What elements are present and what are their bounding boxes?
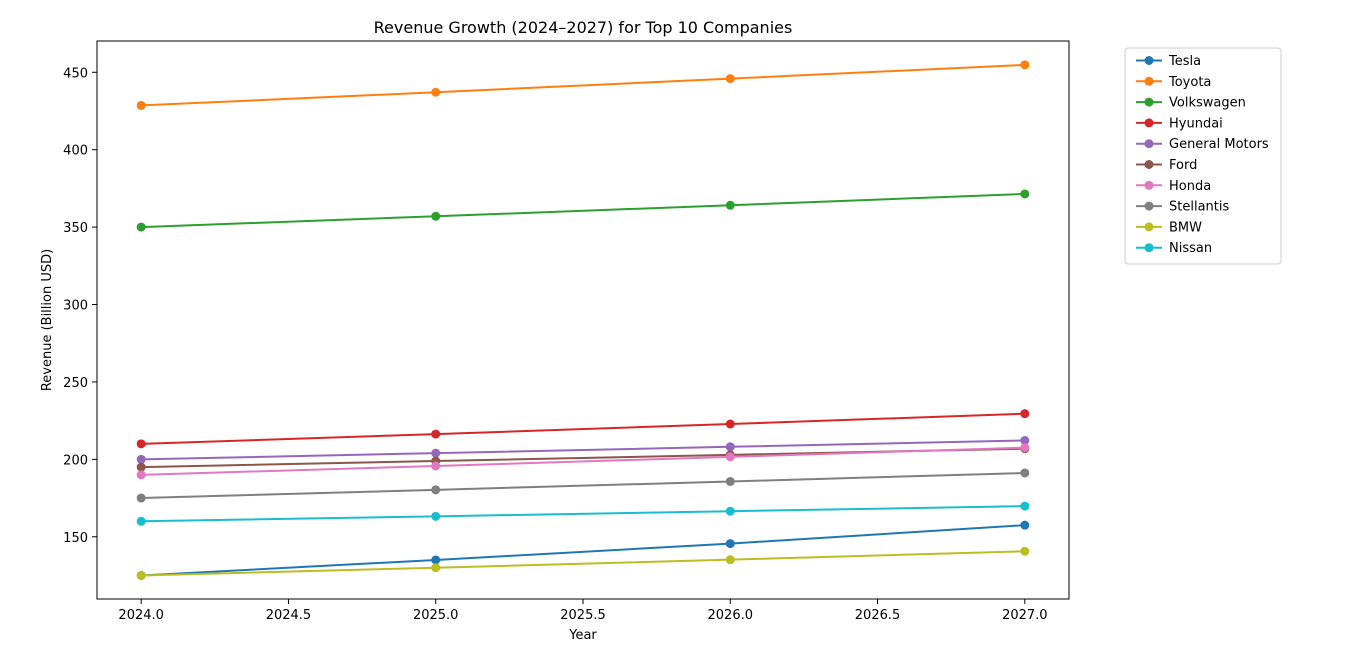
y-tick-label: 450 [63,66,88,81]
series-line-bmw [141,550,1025,577]
series-bmw [136,546,1030,580]
series-stellantis [136,468,1030,503]
series-nissan [136,501,1030,526]
x-tick-label: 2026.0 [708,608,754,623]
data-point-stellantis [136,493,146,503]
legend-label-bmw: BMW [1169,220,1202,235]
legend-marker-stellantis [1144,201,1154,211]
legend-label-volkswagen: Volkswagen [1169,96,1246,111]
legend-label-ford: Ford [1169,158,1197,173]
y-tick-label: 200 [63,453,88,468]
data-point-honda [431,461,441,471]
data-point-volkswagen [725,200,735,210]
data-point-stellantis [431,485,441,495]
plot-area: 2024.0 2024.5 2025.0 2025.5 2026.0 2026.5 2027… [63,40,1070,623]
data-point-stellantis [1020,468,1030,478]
data-point-stellantis [725,476,735,486]
data-point-toyota [725,74,735,84]
series-hyundai [136,409,1030,449]
data-point-toyota [431,87,441,97]
y-tick-label: 150 [63,531,88,546]
legend-label-general-motors: General Motors [1169,137,1269,152]
legend-label-honda: Honda [1169,179,1211,194]
series-line-toyota [141,63,1025,107]
legend-marker-toyota [1144,76,1154,86]
data-point-bmw [136,570,146,580]
data-point-ford [136,462,146,472]
data-point-hyundai [136,439,146,449]
x-tick-label: 2025.5 [560,608,606,623]
y-tick-label: 300 [63,299,88,314]
legend-label-stellantis: Stellantis [1169,200,1229,215]
data-point-nissan [1020,501,1030,511]
legend-label-hyundai: Hyundai [1169,116,1223,131]
x-tick-label: 2024.0 [118,608,164,623]
x-tick-label: 2027.0 [1002,608,1048,623]
data-point-general-motors [1020,435,1030,445]
legend-marker-honda [1144,180,1154,190]
legend-marker-general-motors [1144,139,1154,149]
legend-marker-hyundai [1144,118,1154,128]
series-line-honda [141,446,1025,476]
data-point-general-motors [431,448,441,458]
legend: Tesla Toyota Volkswagen Hyundai General Moto… [1124,47,1282,265]
data-point-honda [1020,443,1030,453]
data-point-hyundai [725,419,735,429]
data-point-honda [725,452,735,462]
data-point-general-motors [136,454,146,464]
series-toyota [136,60,1030,110]
legend-marker-ford [1144,160,1154,169]
data-point-bmw [431,563,441,573]
y-axis-label: Revenue (Billion USD) [40,249,55,391]
data-point-hyundai [431,429,441,439]
data-point-tesla [725,539,735,549]
data-point-volkswagen [431,211,441,221]
legend-marker-nissan [1144,243,1154,253]
y-tick-label: 350 [63,221,88,236]
series-line-nissan [141,505,1025,523]
legend-marker-volkswagen [1144,97,1154,107]
y-tick-label: 400 [63,144,88,159]
series-line-general-motors [141,439,1025,461]
y-tick-label: 250 [63,376,88,391]
legend-marker-tesla [1144,56,1154,65]
data-point-hyundai [1020,409,1030,419]
legend-marker-bmw [1144,222,1154,232]
data-point-nissan [136,516,146,526]
data-point-volkswagen [136,222,146,232]
legend-label-tesla: Tesla [1168,54,1201,69]
data-point-nissan [431,511,441,521]
data-point-toyota [1020,60,1030,70]
chart-title: Revenue Growth (2024–2027) for Top 10 Co… [374,18,793,37]
series-volkswagen [136,189,1030,232]
data-point-nissan [725,506,735,516]
x-tick-label: 2025.0 [413,608,459,623]
data-point-tesla [1020,520,1030,530]
legend-label-nissan: Nissan [1169,241,1212,256]
series-honda [136,443,1030,480]
data-point-bmw [725,555,735,565]
data-point-toyota [136,100,146,110]
data-point-general-motors [725,442,735,452]
x-tick-label: 2026.5 [855,608,901,623]
legend-box [1124,47,1282,265]
series-line-volkswagen [141,192,1025,229]
data-point-bmw [1020,546,1030,556]
series-line-tesla [141,524,1025,577]
x-tick-label: 2024.5 [266,608,312,623]
data-point-honda [136,470,146,480]
x-axis-label: Year [568,628,597,643]
series-line-stellantis [141,471,1025,500]
legend-label-toyota: Toyota [1168,75,1211,90]
data-point-tesla [431,555,441,565]
series-general-motors [136,435,1030,464]
series-line-hyundai [141,412,1025,445]
data-point-volkswagen [1020,189,1030,199]
